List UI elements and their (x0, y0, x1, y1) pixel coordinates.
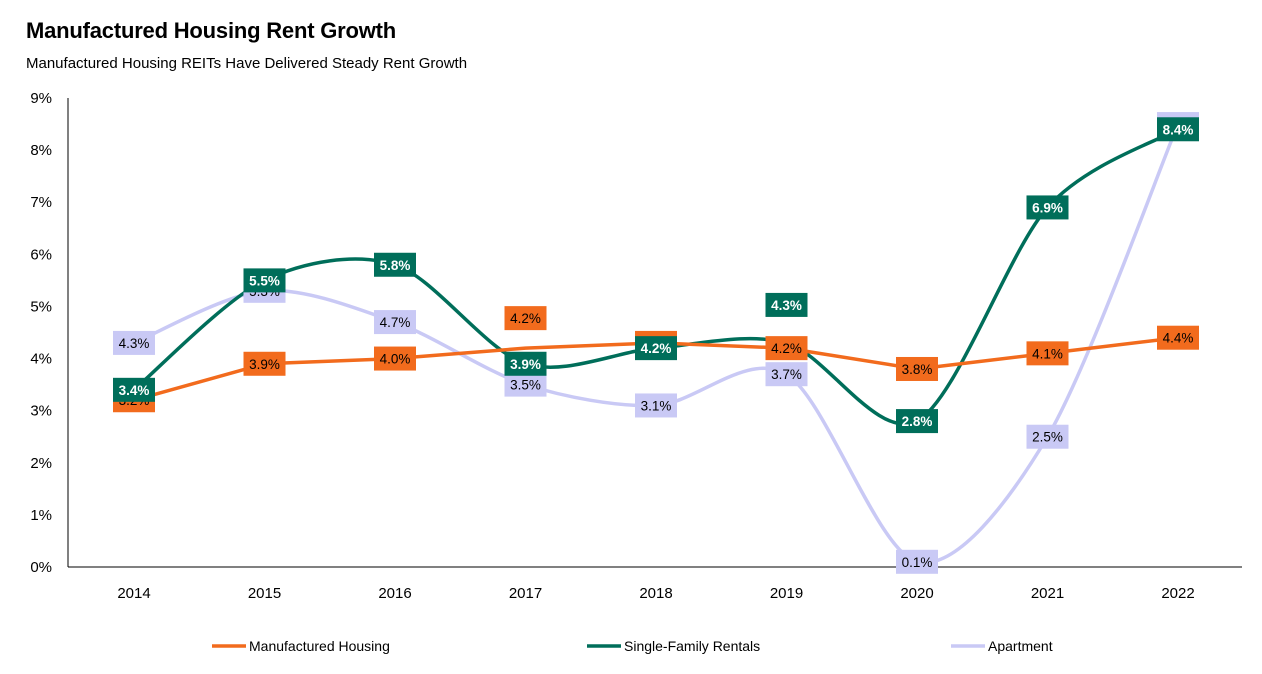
data-label-box (765, 292, 808, 317)
legend: Manufactured Housing Single-Family Rental… (212, 638, 1053, 654)
y-tick-label: 6% (30, 246, 52, 263)
chart-title: Manufactured Housing Rent Growth (26, 18, 397, 43)
data-label: 2.8% (902, 414, 933, 429)
data-label: 2.5% (1032, 430, 1063, 445)
x-tick-label: 2022 (1161, 585, 1194, 602)
data-label-box (765, 336, 808, 361)
legend-label: Manufactured Housing (249, 638, 390, 654)
data-label-box (1026, 341, 1069, 366)
series-line-single-family-rentals (132, 127, 1180, 426)
data-label: 4.7% (380, 315, 411, 330)
y-tick-label: 8% (30, 142, 52, 159)
data-label: 8.4% (1163, 122, 1194, 137)
data-label: 3.8% (902, 362, 933, 377)
data-label: 4.1% (1032, 346, 1063, 361)
data-label-box (504, 306, 547, 331)
data-label: 4.3% (771, 298, 802, 313)
x-tick-label: 2019 (770, 585, 803, 602)
data-label: 5.5% (249, 273, 280, 288)
data-label-box (896, 356, 938, 381)
data-label-box (765, 362, 808, 387)
x-tick-label: 2018 (639, 585, 672, 602)
data-label: 4.2% (641, 341, 672, 356)
data-label: 4.2% (510, 311, 541, 326)
data-label-box (635, 393, 677, 418)
legend-label: Single-Family Rentals (624, 638, 760, 654)
data-label-box (635, 336, 677, 361)
x-tick-label: 2016 (378, 585, 411, 602)
legend-label: Apartment (988, 638, 1053, 654)
data-label: 4.4% (1163, 331, 1194, 346)
data-label-box (113, 377, 155, 402)
data-label-box (1026, 424, 1069, 449)
y-tick-label: 9% (30, 90, 52, 107)
data-label-box (896, 549, 938, 574)
data-label-box (243, 268, 286, 293)
y-tick-label: 5% (30, 298, 52, 315)
data-label-box (1157, 117, 1199, 142)
data-label-box (504, 351, 547, 376)
data-label-box (1157, 325, 1199, 350)
data-label: 3.4% (119, 383, 150, 398)
data-labels: 4.3%5.3%4.7%3.5%3.1%3.7%0.1%2.5%8.5%3.2%… (113, 112, 1199, 574)
y-tick-label: 1% (30, 507, 52, 524)
data-label-box (1026, 195, 1069, 220)
data-label-box (374, 346, 416, 371)
data-label: 3.9% (249, 357, 280, 372)
data-label: 0.1% (902, 555, 933, 570)
data-label: 3.1% (641, 398, 672, 413)
data-label-box (504, 372, 547, 397)
data-label: 4.2% (771, 341, 802, 356)
data-label: 6.9% (1032, 200, 1063, 215)
x-tick-label: 2021 (1031, 585, 1064, 602)
x-tick-label: 2017 (509, 585, 542, 602)
data-label-box (243, 351, 286, 376)
y-tick-label: 3% (30, 403, 52, 420)
x-tick-label: 2015 (248, 585, 281, 602)
chart-subtitle: Manufactured Housing REITs Have Delivere… (26, 55, 468, 72)
x-tick-label: 2014 (117, 585, 150, 602)
data-label-box (374, 310, 416, 335)
data-label: 3.7% (771, 367, 802, 382)
data-label-box (374, 252, 416, 277)
data-label-box (896, 409, 938, 434)
x-tick-label: 2020 (900, 585, 933, 602)
data-label: 3.5% (510, 378, 541, 393)
y-tick-label: 0% (30, 559, 52, 576)
data-label: 4.3% (119, 336, 150, 351)
data-label: 4.0% (380, 352, 411, 367)
y-tick-label: 2% (30, 455, 52, 472)
data-label-box (113, 330, 155, 355)
data-label: 5.8% (380, 258, 411, 273)
data-label: 3.9% (510, 357, 541, 372)
axes: 0% 1% 2% 3% 4% 5% 6% 7% 8% 9% 2014 2015 2016 2017 2018… (30, 90, 1242, 602)
y-tick-label: 4% (30, 351, 52, 368)
y-tick-label: 7% (30, 194, 52, 211)
